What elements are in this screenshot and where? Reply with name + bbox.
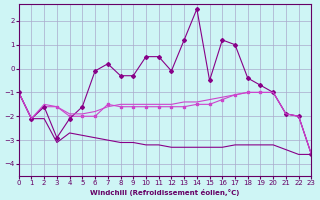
X-axis label: Windchill (Refroidissement éolien,°C): Windchill (Refroidissement éolien,°C) <box>90 189 240 196</box>
